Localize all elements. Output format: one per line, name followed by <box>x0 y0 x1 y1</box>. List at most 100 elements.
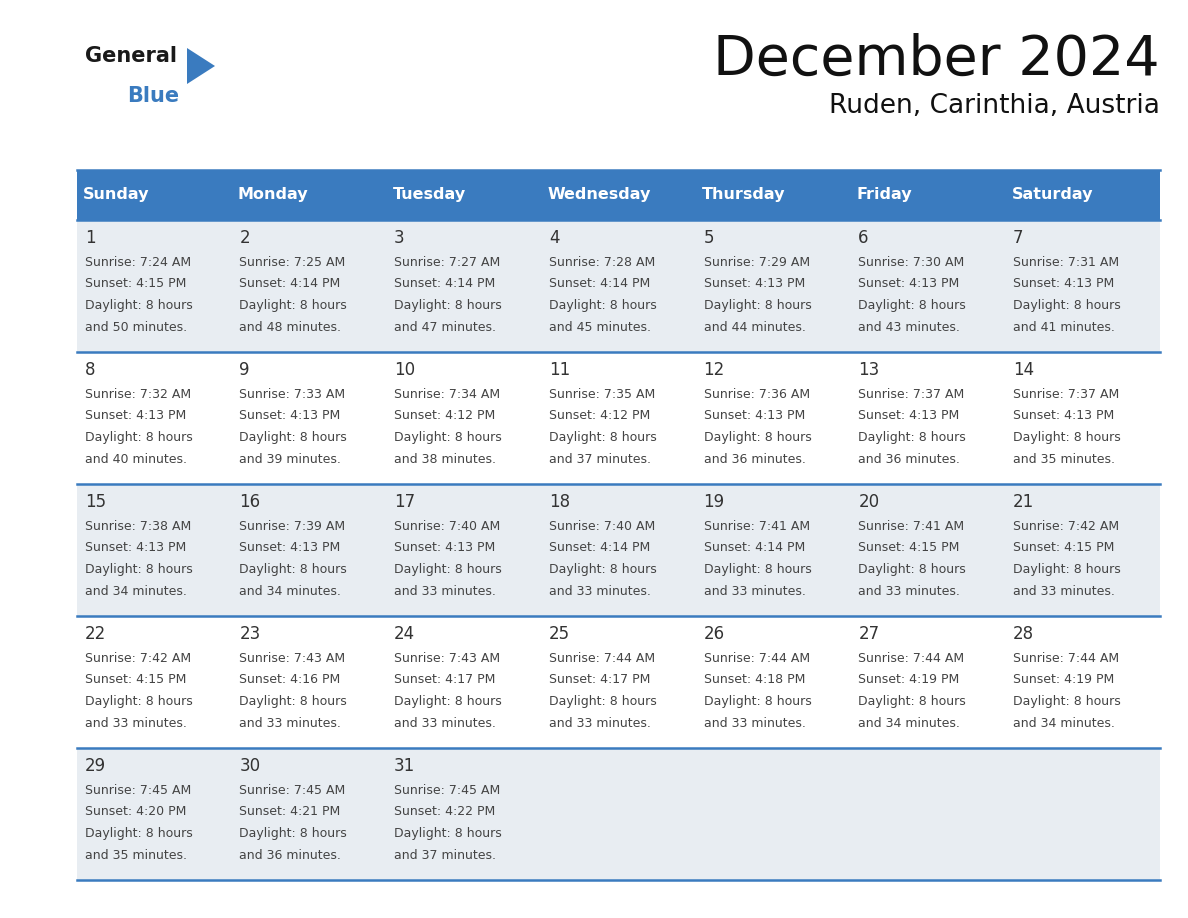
Text: Sunset: 4:13 PM: Sunset: 4:13 PM <box>240 409 341 422</box>
Text: and 44 minutes.: and 44 minutes. <box>703 321 805 334</box>
Text: and 41 minutes.: and 41 minutes. <box>1013 321 1114 334</box>
Text: Daylight: 8 hours: Daylight: 8 hours <box>240 299 347 312</box>
Text: Sunset: 4:13 PM: Sunset: 4:13 PM <box>84 542 187 554</box>
Text: 28: 28 <box>1013 625 1034 644</box>
Text: Sunset: 4:21 PM: Sunset: 4:21 PM <box>240 805 341 819</box>
Text: 19: 19 <box>703 493 725 511</box>
Text: Sunset: 4:13 PM: Sunset: 4:13 PM <box>1013 277 1114 290</box>
Text: Sunset: 4:15 PM: Sunset: 4:15 PM <box>1013 542 1114 554</box>
Text: and 33 minutes.: and 33 minutes. <box>858 585 960 598</box>
Text: 14: 14 <box>1013 362 1034 379</box>
Text: Daylight: 8 hours: Daylight: 8 hours <box>84 827 192 840</box>
Text: Sunset: 4:15 PM: Sunset: 4:15 PM <box>84 277 187 290</box>
Text: and 33 minutes.: and 33 minutes. <box>703 585 805 598</box>
Text: and 47 minutes.: and 47 minutes. <box>394 321 497 334</box>
Text: Sunrise: 7:37 AM: Sunrise: 7:37 AM <box>1013 387 1119 400</box>
Text: 4: 4 <box>549 230 560 247</box>
Text: Sunset: 4:19 PM: Sunset: 4:19 PM <box>858 674 960 687</box>
Text: 30: 30 <box>240 757 260 775</box>
Text: Sunset: 4:14 PM: Sunset: 4:14 PM <box>549 277 650 290</box>
Text: 10: 10 <box>394 362 416 379</box>
Text: Sunrise: 7:28 AM: Sunrise: 7:28 AM <box>549 255 655 269</box>
Text: Daylight: 8 hours: Daylight: 8 hours <box>549 564 657 577</box>
Text: Ruden, Carinthia, Austria: Ruden, Carinthia, Austria <box>829 93 1159 119</box>
Text: Sunset: 4:12 PM: Sunset: 4:12 PM <box>549 409 650 422</box>
Text: Sunrise: 7:45 AM: Sunrise: 7:45 AM <box>394 784 500 797</box>
Text: Sunset: 4:14 PM: Sunset: 4:14 PM <box>703 542 804 554</box>
Bar <box>77 484 1159 616</box>
Text: Sunrise: 7:30 AM: Sunrise: 7:30 AM <box>858 255 965 269</box>
Text: Tuesday: Tuesday <box>392 187 466 203</box>
Text: and 33 minutes.: and 33 minutes. <box>549 717 651 730</box>
Text: Sunset: 4:13 PM: Sunset: 4:13 PM <box>858 277 960 290</box>
Text: Daylight: 8 hours: Daylight: 8 hours <box>394 564 501 577</box>
Text: 20: 20 <box>858 493 879 511</box>
Text: and 36 minutes.: and 36 minutes. <box>858 453 960 466</box>
Text: Sunrise: 7:45 AM: Sunrise: 7:45 AM <box>84 784 191 797</box>
Text: Daylight: 8 hours: Daylight: 8 hours <box>858 431 966 444</box>
Text: Friday: Friday <box>857 187 912 203</box>
Text: Thursday: Thursday <box>702 187 785 203</box>
Text: Saturday: Saturday <box>1011 187 1093 203</box>
Text: Sunrise: 7:25 AM: Sunrise: 7:25 AM <box>240 255 346 269</box>
Text: and 48 minutes.: and 48 minutes. <box>240 321 341 334</box>
Text: Sunrise: 7:32 AM: Sunrise: 7:32 AM <box>84 387 191 400</box>
Text: and 34 minutes.: and 34 minutes. <box>1013 717 1114 730</box>
Text: Sunset: 4:17 PM: Sunset: 4:17 PM <box>394 674 495 687</box>
Text: Monday: Monday <box>238 187 309 203</box>
Text: Daylight: 8 hours: Daylight: 8 hours <box>703 564 811 577</box>
Text: Sunset: 4:15 PM: Sunset: 4:15 PM <box>84 674 187 687</box>
Text: and 33 minutes.: and 33 minutes. <box>394 585 497 598</box>
Text: Daylight: 8 hours: Daylight: 8 hours <box>394 431 501 444</box>
Text: Daylight: 8 hours: Daylight: 8 hours <box>1013 564 1120 577</box>
Text: and 34 minutes.: and 34 minutes. <box>240 585 341 598</box>
Text: Sunrise: 7:38 AM: Sunrise: 7:38 AM <box>84 520 191 532</box>
Text: Daylight: 8 hours: Daylight: 8 hours <box>1013 299 1120 312</box>
Text: 9: 9 <box>240 362 249 379</box>
Text: Daylight: 8 hours: Daylight: 8 hours <box>84 695 192 708</box>
Text: General: General <box>86 46 177 66</box>
Text: Sunday: Sunday <box>83 187 150 203</box>
Text: and 37 minutes.: and 37 minutes. <box>549 453 651 466</box>
Text: Daylight: 8 hours: Daylight: 8 hours <box>1013 695 1120 708</box>
Bar <box>77 170 1159 220</box>
Text: Sunrise: 7:44 AM: Sunrise: 7:44 AM <box>549 652 655 665</box>
Text: Sunset: 4:13 PM: Sunset: 4:13 PM <box>240 542 341 554</box>
Text: and 45 minutes.: and 45 minutes. <box>549 321 651 334</box>
Text: Sunrise: 7:33 AM: Sunrise: 7:33 AM <box>240 387 346 400</box>
Text: Daylight: 8 hours: Daylight: 8 hours <box>240 827 347 840</box>
Text: 26: 26 <box>703 625 725 644</box>
Text: 2: 2 <box>240 230 251 247</box>
Text: Sunrise: 7:40 AM: Sunrise: 7:40 AM <box>394 520 500 532</box>
Text: 17: 17 <box>394 493 416 511</box>
Text: 5: 5 <box>703 230 714 247</box>
Text: Sunrise: 7:44 AM: Sunrise: 7:44 AM <box>703 652 810 665</box>
Text: and 35 minutes.: and 35 minutes. <box>84 849 187 862</box>
Text: Sunrise: 7:41 AM: Sunrise: 7:41 AM <box>858 520 965 532</box>
Text: Sunset: 4:18 PM: Sunset: 4:18 PM <box>703 674 805 687</box>
Text: Sunset: 4:20 PM: Sunset: 4:20 PM <box>84 805 187 819</box>
Bar <box>77 616 1159 748</box>
Bar <box>77 748 1159 880</box>
Text: 23: 23 <box>240 625 260 644</box>
Text: Sunset: 4:13 PM: Sunset: 4:13 PM <box>84 409 187 422</box>
Text: and 37 minutes.: and 37 minutes. <box>394 849 497 862</box>
Text: 18: 18 <box>549 493 570 511</box>
Text: Sunset: 4:12 PM: Sunset: 4:12 PM <box>394 409 495 422</box>
Text: Sunrise: 7:43 AM: Sunrise: 7:43 AM <box>240 652 346 665</box>
Text: and 33 minutes.: and 33 minutes. <box>703 717 805 730</box>
Polygon shape <box>187 48 215 84</box>
Text: Sunrise: 7:37 AM: Sunrise: 7:37 AM <box>858 387 965 400</box>
Text: and 33 minutes.: and 33 minutes. <box>549 585 651 598</box>
Text: Sunrise: 7:36 AM: Sunrise: 7:36 AM <box>703 387 810 400</box>
Text: Wednesday: Wednesday <box>548 187 651 203</box>
Text: Daylight: 8 hours: Daylight: 8 hours <box>240 695 347 708</box>
Text: Sunrise: 7:24 AM: Sunrise: 7:24 AM <box>84 255 191 269</box>
Text: 21: 21 <box>1013 493 1035 511</box>
Text: Sunset: 4:13 PM: Sunset: 4:13 PM <box>394 542 495 554</box>
Text: 24: 24 <box>394 625 416 644</box>
Text: December 2024: December 2024 <box>713 33 1159 87</box>
Text: Sunrise: 7:45 AM: Sunrise: 7:45 AM <box>240 784 346 797</box>
Text: Daylight: 8 hours: Daylight: 8 hours <box>394 827 501 840</box>
Text: 11: 11 <box>549 362 570 379</box>
